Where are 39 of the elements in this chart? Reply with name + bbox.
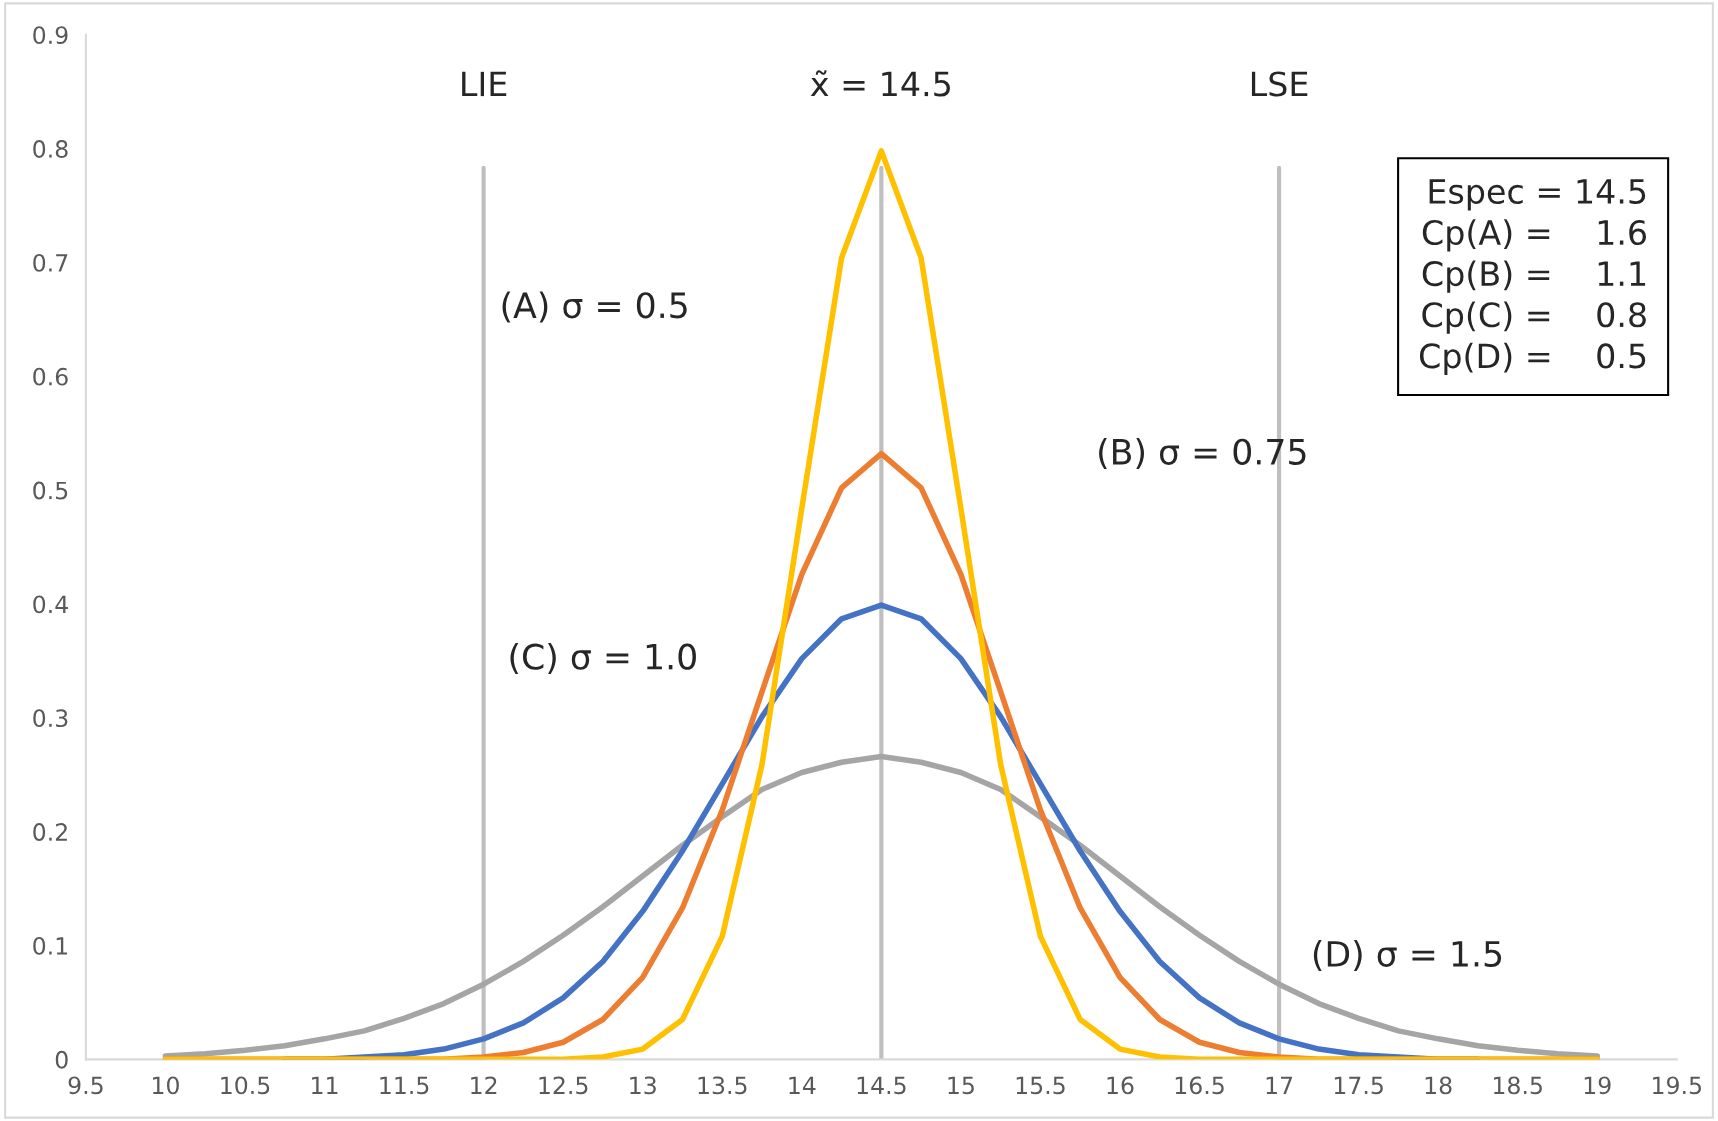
x-tick-label: 13	[630, 1076, 656, 1095]
x-tick-label: 14	[789, 1076, 816, 1094]
y-tick-label: 0.2	[33, 823, 67, 841]
annotation: (A) σ = 0.5	[502, 291, 687, 323]
x-tick-label: 9.5	[68, 1076, 103, 1095]
ref-line-label: LSE	[1251, 71, 1308, 97]
x-tick-label: 11.5	[380, 1076, 429, 1095]
ref-line-label: x̃ = 14.5	[810, 70, 950, 97]
y-tick-label: 0.8	[33, 140, 68, 158]
x-tick-label: 19.5	[1653, 1076, 1701, 1095]
x-tick-label: 17	[1266, 1076, 1293, 1094]
annotation: Espec = 14.5 Cp(A) = 1.6 Cp(B) = 1.1 Cp(C) = 0.8 Cp(D) = 0.5	[1419, 179, 1647, 375]
y-tick-label: 0.3	[33, 709, 68, 728]
x-tick-label: 16.5	[1175, 1076, 1224, 1095]
x-tick-label: 14.5	[857, 1076, 906, 1095]
x-tick-label: 16	[1107, 1076, 1134, 1095]
x-tick-label: 11	[312, 1076, 338, 1094]
annotation: (C) σ = 1.0	[510, 642, 696, 674]
y-tick-label: 0.1	[33, 936, 68, 955]
x-tick-label: 10.5	[221, 1076, 270, 1095]
x-tick-label: 19	[1584, 1076, 1611, 1095]
x-tick-label: 12.5	[539, 1076, 588, 1095]
x-tick-label: 18	[1425, 1076, 1452, 1095]
x-tick-label: 13.5	[698, 1076, 747, 1095]
y-tick-label: 0	[55, 1050, 68, 1069]
x-tick-label: 10	[153, 1076, 179, 1095]
x-tick-label: 17.5	[1334, 1076, 1383, 1095]
x-tick-label: 12	[471, 1076, 497, 1094]
x-tick-label: 18.5	[1493, 1076, 1542, 1095]
y-tick-label: 0.4	[33, 595, 68, 614]
y-tick-label: 0.5	[33, 481, 68, 500]
y-tick-label: 0.6	[33, 367, 68, 386]
annotation: (B) σ = 0.75	[1099, 438, 1306, 469]
x-tick-label: 15	[948, 1076, 974, 1095]
ref-line-label: LIE	[462, 71, 507, 97]
x-tick-label: 15.5	[1016, 1076, 1065, 1095]
y-tick-label: 0.7	[33, 253, 68, 272]
annotation: (D) σ = 1.5	[1313, 940, 1502, 972]
y-tick-label: 0.9	[33, 26, 68, 45]
